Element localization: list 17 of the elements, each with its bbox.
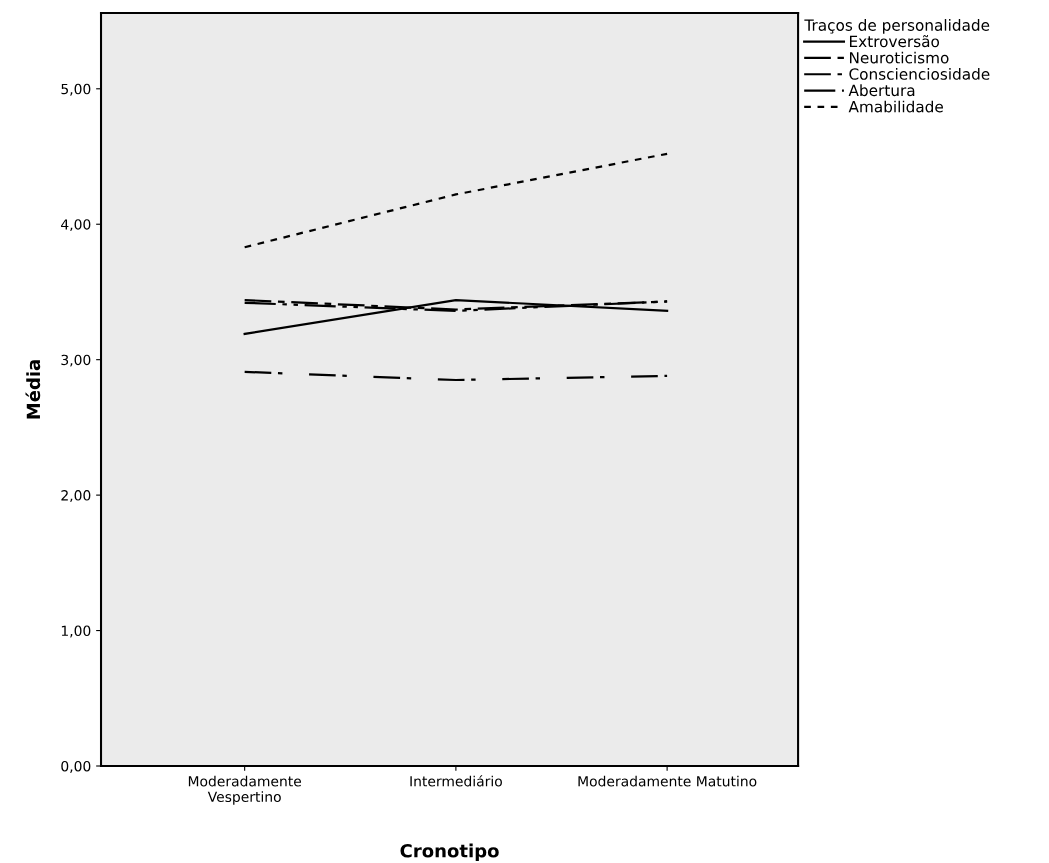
y-tick-label: 1,00 <box>61 625 91 638</box>
y-tick-label: 5,00 <box>61 83 91 96</box>
y-tick-label: 3,00 <box>61 354 91 367</box>
legend-label: Amabilidade <box>848 100 943 113</box>
y-tick-label: 4,00 <box>61 219 91 232</box>
legend-label: Extroversão <box>849 35 940 48</box>
x-tick-label: Moderadamente Vespertino <box>188 775 302 805</box>
legend-label: Neuroticismo <box>849 51 949 64</box>
legend-label: Abertura <box>848 84 915 97</box>
legend-title: Traços de personalidade <box>804 19 990 34</box>
x-tick-label: Intermediário <box>410 775 502 787</box>
y-axis-title: Média <box>25 360 41 419</box>
legend-label: Conscienciosidade <box>849 68 990 80</box>
x-tick-label: Moderadamente Matutino <box>578 775 757 787</box>
x-axis-title: Cronotipo <box>400 843 499 862</box>
y-tick-label: 0,00 <box>61 760 91 773</box>
y-tick-label: 2,00 <box>61 490 91 503</box>
